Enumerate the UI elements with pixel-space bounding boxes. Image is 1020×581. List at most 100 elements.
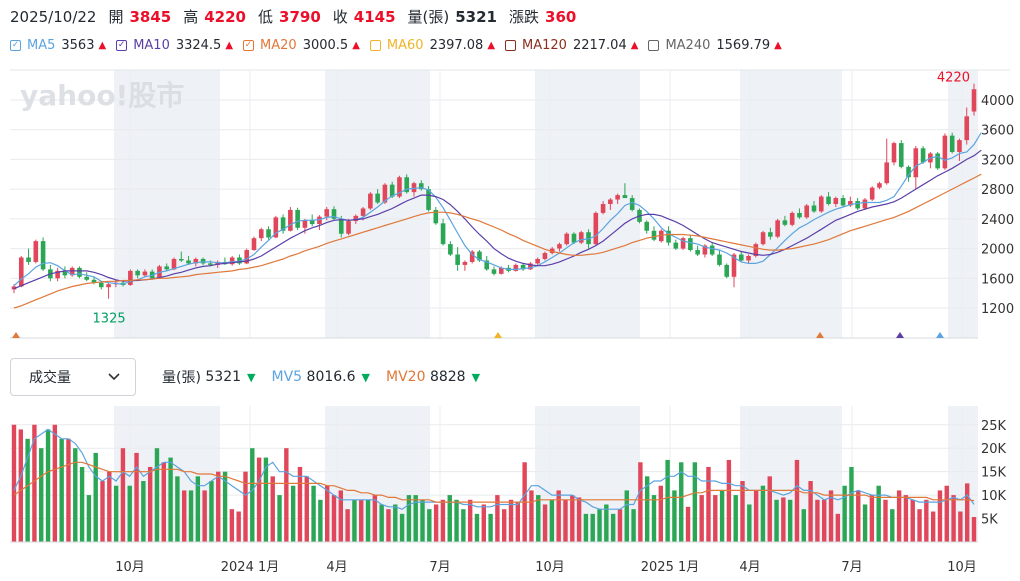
candle <box>971 89 977 112</box>
volume-bar <box>39 448 44 542</box>
volume-bar <box>345 509 350 542</box>
open-label: 開 <box>108 8 124 26</box>
down-triangle-icon: ▼ <box>471 370 481 384</box>
ma-value: 3563 <box>61 38 95 53</box>
candle <box>608 199 613 204</box>
ma-toggle-ma20[interactable]: ✓ MA20 3000.5 ▲ <box>243 38 360 53</box>
volume-bar <box>747 504 752 542</box>
volume-bar <box>590 513 595 542</box>
candle <box>455 254 460 265</box>
ma-toggle-ma240[interactable]: MA240 1569.79 ▲ <box>648 38 782 53</box>
checkbox-icon[interactable] <box>505 40 517 51</box>
high-label: 高 <box>183 8 199 26</box>
quote-low: 低 3790 <box>258 6 321 27</box>
mv5-label: MV5 <box>271 369 303 385</box>
volume-bar <box>427 509 432 542</box>
period-band <box>740 70 842 338</box>
up-triangle-icon: ▲ <box>774 40 782 51</box>
quote-close: 收 4145 <box>333 6 396 27</box>
volume-bar <box>570 495 575 542</box>
candle <box>949 135 955 152</box>
volume-bar <box>331 495 337 542</box>
candle <box>680 238 686 249</box>
volume-bar <box>229 509 235 542</box>
volume-bar <box>440 499 446 542</box>
candle <box>498 267 504 274</box>
volume-bar <box>236 511 241 542</box>
volume-bar <box>685 506 691 542</box>
candle <box>171 258 177 270</box>
candle <box>324 209 330 217</box>
volume-bar <box>175 476 180 542</box>
candle <box>535 258 540 264</box>
x-tick-label: 7月 <box>429 560 450 575</box>
candle <box>797 212 802 218</box>
x-tick-label: 10月 <box>947 560 977 575</box>
volume-bar <box>576 497 582 542</box>
candle <box>869 187 875 200</box>
indicator-select-label: 成交量 <box>29 370 71 386</box>
volume-bar <box>651 495 657 542</box>
volume-bar <box>726 459 732 542</box>
candle <box>477 251 482 261</box>
candle <box>877 183 882 188</box>
candle <box>288 209 293 231</box>
candle <box>309 220 315 225</box>
ma-cross-marker <box>12 332 20 338</box>
candle <box>186 260 191 264</box>
x-tick-label: 4月 <box>326 560 347 575</box>
candle <box>302 220 308 228</box>
checkbox-checked-icon[interactable]: ✓ <box>10 40 21 51</box>
candle <box>266 229 271 238</box>
candle <box>717 254 722 265</box>
ma-toggle-ma120[interactable]: MA120 2217.04 ▲ <box>505 38 638 53</box>
candle <box>615 195 620 200</box>
up-triangle-icon: ▲ <box>352 40 360 51</box>
volume-bar <box>563 499 568 542</box>
quote-date: 2025/10/22 <box>10 7 97 26</box>
checkbox-checked-icon[interactable]: ✓ <box>116 40 128 51</box>
ma-toggle-ma10[interactable]: ✓ MA10 3324.5 ▲ <box>116 38 233 53</box>
volume-bar <box>420 499 425 542</box>
vol-label: 量(張) <box>162 370 201 386</box>
volume-bar <box>699 495 704 542</box>
x-tick-label: 10月 <box>535 560 565 575</box>
checkbox-checked-icon[interactable]: ✓ <box>243 40 255 51</box>
ma-toggle-ma5[interactable]: ✓ MA5 3563 ▲ <box>10 38 106 53</box>
candle <box>200 258 206 264</box>
ma-cross-marker <box>494 332 502 338</box>
quote-high: 高 4220 <box>183 6 246 27</box>
volume-bar <box>787 499 793 542</box>
volume-bar <box>297 466 303 542</box>
candle <box>331 209 337 219</box>
ma-toggle-ma60[interactable]: MA60 2397.08 ▲ <box>369 38 496 53</box>
high-annotation: 4220 <box>937 71 970 86</box>
volume-bar <box>365 499 371 542</box>
candle <box>106 284 111 288</box>
up-triangle-icon: ▲ <box>487 40 496 51</box>
checkbox-icon[interactable] <box>369 40 381 51</box>
volume-bar <box>794 459 800 542</box>
volume-bar <box>467 499 473 542</box>
candle <box>789 212 795 225</box>
volume-bar <box>502 509 507 542</box>
ma-cross-marker <box>816 332 824 338</box>
volume-bar <box>324 485 330 542</box>
candle <box>891 143 897 163</box>
candle <box>724 264 730 277</box>
volume-bar <box>903 495 909 542</box>
volume-bar <box>890 509 895 542</box>
indicator-select[interactable]: 成交量 <box>10 358 136 396</box>
checkbox-icon[interactable] <box>648 40 660 51</box>
candle <box>317 216 322 225</box>
volume-bar <box>32 424 37 542</box>
candle <box>528 263 533 270</box>
y-tick-label: 25K <box>981 419 1007 434</box>
volume-bar <box>896 490 902 542</box>
close-value: 4145 <box>353 8 396 26</box>
candle <box>368 193 373 209</box>
volume-bar <box>127 485 132 542</box>
ma-name: MA240 <box>665 38 711 53</box>
low-label: 低 <box>258 8 274 26</box>
quote-summary: 2025/10/22 開 3845 高 4220 低 3790 收 4145 量(張) 5… <box>10 6 588 27</box>
